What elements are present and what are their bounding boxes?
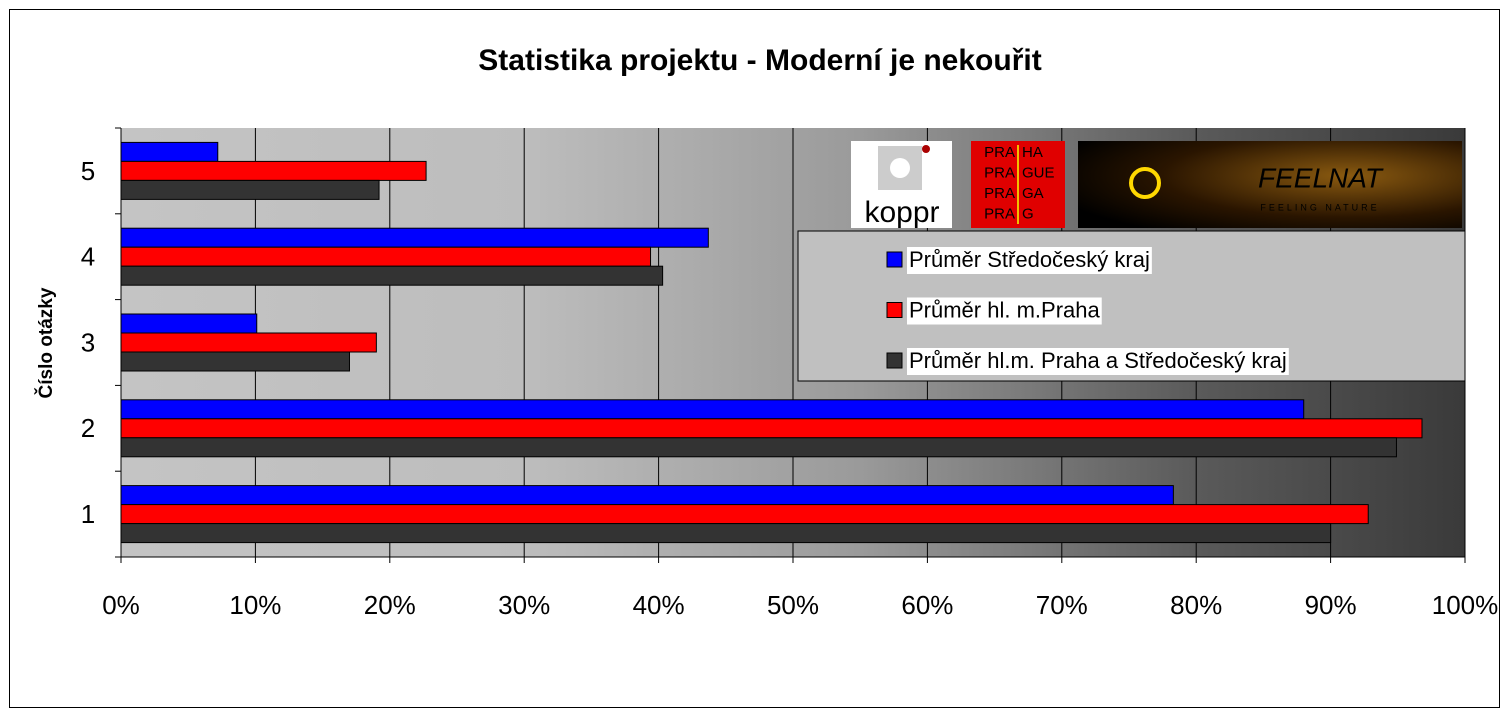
bar [121,142,218,161]
logo-text: PRA [984,164,1015,181]
logo-text: PRA [984,205,1015,222]
y-axis-label: Číslo otázky [35,287,57,398]
legend-swatch [887,303,902,318]
x-tick-label: 10% [229,590,281,620]
logo-koppr: koppr [851,141,952,229]
bar [121,180,379,199]
logo-text: GA [1022,185,1044,202]
x-tick-label: 80% [1170,590,1222,620]
y-tick-label: 1 [81,499,95,529]
x-tick-label: 60% [901,590,953,620]
logo-text: PRA [984,144,1015,161]
bar [121,486,1173,505]
x-tick-label: 50% [767,590,819,620]
y-tick-label: 5 [81,156,95,186]
legend-label: Průměr hl.m. Praha a Středočeský kraj [909,348,1287,373]
x-tick-label: 30% [498,590,550,620]
bar [121,228,708,247]
bar [121,247,651,266]
x-tick-label: 70% [1036,590,1088,620]
y-tick-label: 2 [81,413,95,443]
bar [121,352,349,371]
logo-text: PRA [984,185,1015,202]
logo-text: G [1022,205,1034,222]
logo-text: HA [1022,144,1043,161]
x-tick-label: 40% [633,590,685,620]
logo-subtext: FEELING NATURE [1260,202,1379,212]
legend-label: Průměr Středočeský kraj [909,247,1150,272]
logo-text: FEELNAT [1258,162,1384,193]
bar [121,333,376,352]
chart-title: Statistika projektu - Moderní je nekouři… [478,44,1041,77]
bar [121,266,663,285]
legend-swatch [887,252,902,267]
logo-text: koppr [864,196,939,229]
bar [121,400,1304,419]
bar [121,438,1396,457]
bar [121,419,1422,438]
chart: Statistika projektu - Moderní je nekouři… [0,0,1510,718]
bar [121,314,257,333]
logo-text: GUE [1022,164,1055,181]
x-tick-label: 20% [364,590,416,620]
bar [121,161,426,180]
y-tick-label: 4 [81,242,95,272]
x-tick-label: 0% [102,590,140,620]
logo-feelnat: FEELNAT FEELING NATURE [1078,141,1462,228]
y-tick-label: 3 [81,327,95,357]
bar [121,505,1368,524]
legend-label: Průměr hl. m.Praha [909,297,1100,322]
logo-praha: PRA HA PRA GUE PRA GA PRA G [971,141,1065,228]
legend-swatch [887,353,902,368]
x-tick-label: 100% [1432,590,1499,620]
x-tick-label: 90% [1305,590,1357,620]
bar [121,524,1331,543]
page: {"chart_data": { "type": "hbar", "title"… [0,0,1510,718]
